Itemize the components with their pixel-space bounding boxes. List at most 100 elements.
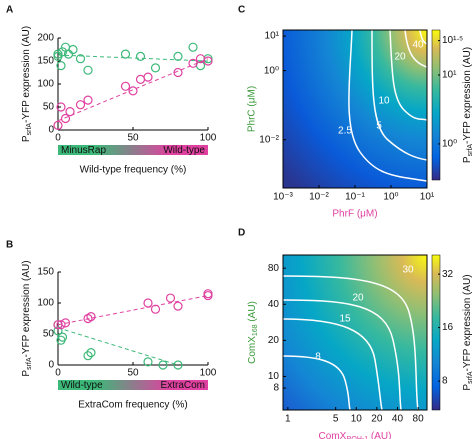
y-axis-label-part: (AU) bbox=[247, 301, 258, 324]
x-tick-label: 10⁻³ bbox=[273, 192, 293, 203]
data-point bbox=[135, 74, 146, 85]
fit-line bbox=[57, 295, 209, 326]
contour-label: 40 bbox=[412, 40, 424, 51]
data-point bbox=[188, 58, 198, 68]
y-tick-label: 40 bbox=[268, 299, 280, 310]
x-tick-label: 100 bbox=[200, 368, 217, 379]
fit-line bbox=[57, 327, 179, 366]
colorbar-label-part: P bbox=[462, 156, 473, 163]
x-tick-label: 10⁻¹ bbox=[345, 192, 365, 203]
data-point bbox=[150, 63, 161, 73]
y-tick-label: 150 bbox=[37, 267, 54, 278]
frequency-bar bbox=[58, 380, 208, 390]
bar-label-left: MinusRap bbox=[61, 145, 106, 156]
contour-label: 20 bbox=[394, 52, 406, 63]
data-point bbox=[143, 298, 153, 308]
x-tick-label: 10⁰ bbox=[383, 192, 398, 203]
data-point bbox=[56, 60, 66, 71]
colorbar-label-part: P bbox=[462, 384, 473, 391]
data-point bbox=[203, 290, 213, 301]
colorbar-tick-label: 10¹ᐧ⁵ bbox=[442, 35, 463, 46]
data-point bbox=[203, 56, 213, 66]
colorbar-tick-label: 16 bbox=[442, 322, 454, 333]
y-axis-label-part: P bbox=[21, 135, 32, 142]
data-point bbox=[68, 44, 78, 55]
colorbar-label: PsrfA-YFP expression (AU) bbox=[462, 274, 474, 390]
y-tick-label: 50 bbox=[43, 329, 55, 340]
data-point bbox=[173, 51, 183, 62]
colorbar bbox=[431, 254, 441, 411]
bar-label-right: ExtraCom bbox=[161, 380, 205, 391]
y-tick-label: 10⁰ bbox=[264, 65, 279, 76]
contour-line bbox=[419, 29, 428, 45]
data-point bbox=[57, 47, 68, 57]
y-tick-label: 10⁻² bbox=[259, 134, 279, 145]
data-point bbox=[60, 113, 71, 124]
fit-line bbox=[57, 54, 209, 62]
bar-label-right: Wild-type bbox=[163, 145, 205, 156]
y-tick-label: 200 bbox=[37, 33, 54, 44]
y-tick-label: 0 bbox=[48, 125, 54, 136]
heatmap bbox=[283, 255, 427, 410]
colorbar-tick-label: 8 bbox=[442, 376, 448, 387]
y-tick-label: 8 bbox=[273, 383, 279, 394]
contour-line bbox=[282, 275, 419, 411]
contour-line bbox=[282, 355, 351, 411]
data-point bbox=[143, 72, 153, 82]
data-point bbox=[135, 51, 146, 62]
data-point bbox=[165, 293, 176, 303]
y-tick-label: 80 bbox=[268, 263, 280, 274]
panel-letter: C bbox=[238, 5, 245, 16]
contour-line bbox=[371, 29, 428, 161]
data-point bbox=[173, 67, 183, 78]
bar-label-left: Wild-type bbox=[61, 380, 103, 391]
colorbar-tick-label: 32 bbox=[442, 269, 454, 280]
x-axis-label: PhrF (μM) bbox=[332, 209, 377, 220]
contour-line bbox=[282, 299, 402, 411]
y-axis-label-part: srfA bbox=[26, 123, 33, 136]
x-tick-label: 10 bbox=[351, 414, 363, 425]
x-tick-label: 50 bbox=[127, 368, 139, 379]
x-tick-label: 10⁻² bbox=[309, 192, 329, 203]
contour-line bbox=[389, 29, 428, 121]
fit-line bbox=[57, 58, 209, 122]
y-tick-label: 10 bbox=[268, 371, 280, 382]
x-tick-label: 40 bbox=[392, 414, 404, 425]
data-point bbox=[83, 351, 93, 361]
x-tick-label: 100 bbox=[200, 133, 217, 144]
contour-line bbox=[404, 29, 428, 68]
data-point bbox=[65, 106, 75, 117]
y-tick-label: 10¹ bbox=[265, 31, 280, 42]
x-tick-label: 10¹ bbox=[420, 192, 435, 203]
contour-label: 15 bbox=[339, 314, 351, 325]
panel-letter: D bbox=[238, 228, 245, 239]
x-axis-label: ComXROH-1 (AU) bbox=[319, 431, 392, 439]
y-tick-label: 100 bbox=[37, 298, 54, 309]
y-axis-label: PsrfA-YFP expression (AU) bbox=[21, 260, 34, 376]
data-point bbox=[57, 332, 68, 342]
colorbar-label-part: srfA bbox=[467, 144, 474, 157]
data-point bbox=[158, 360, 168, 370]
data-point bbox=[83, 65, 93, 75]
contour-label: 2.5 bbox=[338, 126, 352, 137]
y-axis-label: PhrC (μM) bbox=[247, 86, 258, 132]
data-point bbox=[56, 320, 66, 330]
data-point bbox=[188, 42, 198, 52]
colorbar bbox=[431, 29, 441, 181]
y-axis-label-part: P bbox=[21, 370, 32, 377]
colorbar-label-part: -YFP expression (AU) bbox=[462, 47, 473, 144]
data-point bbox=[173, 360, 183, 370]
y-axis-label: ComX168 (AU) bbox=[247, 301, 260, 364]
y-axis-label-part: srfA bbox=[26, 357, 33, 370]
colorbar-label-part: srfA bbox=[467, 371, 474, 384]
y-axis-label-part: ComX bbox=[247, 336, 258, 364]
data-point bbox=[120, 49, 131, 59]
x-tick-label: 1 bbox=[285, 414, 291, 425]
contour-label: 5 bbox=[376, 121, 382, 132]
colorbar-label: PsrfA-YFP expression (AU) bbox=[462, 47, 474, 163]
plot-frame bbox=[282, 254, 428, 411]
data-point bbox=[120, 81, 131, 91]
x-tick-label: 0 bbox=[55, 368, 61, 379]
contour-label: 8 bbox=[315, 352, 321, 363]
data-point bbox=[173, 301, 183, 311]
